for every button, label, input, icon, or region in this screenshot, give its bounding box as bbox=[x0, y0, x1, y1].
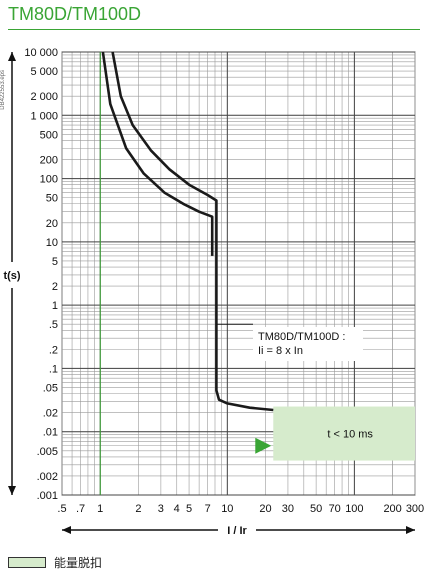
arrow-right-icon bbox=[406, 526, 415, 534]
x-tick-label: 3 bbox=[158, 503, 164, 515]
y-tick-label: .02 bbox=[43, 408, 58, 420]
y-tick-label: 50 bbox=[46, 193, 58, 205]
y-tick-label: 10 bbox=[46, 237, 58, 249]
x-tick-label: .5 bbox=[57, 503, 66, 515]
x-tick-label: 30 bbox=[282, 503, 294, 515]
x-tick-label: 4 bbox=[174, 503, 180, 515]
x-tick-label: 10 bbox=[221, 503, 233, 515]
energy-trip-region bbox=[273, 406, 415, 461]
y-tick-label: .01 bbox=[43, 427, 58, 439]
y-tick-label: 20 bbox=[46, 218, 58, 230]
y-tick-label: 500 bbox=[40, 129, 58, 141]
x-tick-label: 2 bbox=[135, 503, 141, 515]
x-tick-label: 200 bbox=[383, 503, 401, 515]
y-tick-label: 1 000 bbox=[30, 110, 58, 122]
y-axis-label: t(s) bbox=[3, 270, 20, 282]
arrow-down-icon bbox=[8, 486, 16, 495]
y-tick-label: 2 000 bbox=[30, 91, 58, 103]
x-tick-label: 70 bbox=[329, 503, 341, 515]
x-tick-label: .7 bbox=[76, 503, 85, 515]
trip-curve-1 bbox=[101, 51, 214, 256]
y-tick-label: .002 bbox=[37, 471, 58, 483]
title-underline bbox=[8, 29, 420, 30]
y-tick-label: .05 bbox=[43, 382, 58, 394]
region-arrow-icon bbox=[255, 437, 272, 454]
annotation-box bbox=[253, 327, 363, 361]
x-tick-label: 7 bbox=[205, 503, 211, 515]
x-tick-label: 300 bbox=[406, 503, 424, 515]
x-tick-label: 1 bbox=[97, 503, 103, 515]
x-tick-label: 100 bbox=[345, 503, 363, 515]
legend-swatch bbox=[8, 556, 46, 568]
legend: 能量脱扣 bbox=[8, 555, 103, 570]
x-tick-label: 20 bbox=[259, 503, 271, 515]
y-tick-label: .1 bbox=[49, 363, 58, 375]
chart-title: TM80D/TM100D bbox=[8, 4, 142, 24]
y-tick-label: .2 bbox=[49, 344, 58, 356]
y-tick-label: 5 000 bbox=[30, 66, 58, 78]
x-tick-label: 5 bbox=[186, 503, 192, 515]
trip-curve-2 bbox=[111, 51, 274, 412]
y-tick-label: 5 bbox=[52, 256, 58, 268]
arrow-left-icon bbox=[62, 526, 71, 534]
y-tick-label: 200 bbox=[40, 155, 58, 167]
y-tick-label: .001 bbox=[37, 490, 58, 502]
annotation-line: TM80D/TM100D : bbox=[258, 331, 345, 343]
x-axis-label: I / Ir bbox=[227, 525, 247, 537]
arrow-up-icon bbox=[8, 52, 16, 61]
annotation-line: Ii = 8 x In bbox=[258, 345, 303, 357]
y-tick-label: .5 bbox=[49, 319, 58, 331]
trip-curve-chart: t < 10 ms TM80D/TM100D : Ii = 8 x In 10 000… bbox=[3, 47, 424, 537]
region-label: t < 10 ms bbox=[327, 429, 373, 441]
y-tick-label: 1 bbox=[52, 300, 58, 312]
y-tick-label: 2 bbox=[52, 281, 58, 293]
y-tick-label: .005 bbox=[37, 446, 58, 458]
y-tick-label: 10 000 bbox=[24, 47, 58, 59]
y-tick-label: 100 bbox=[40, 174, 58, 186]
x-tick-label: 50 bbox=[310, 503, 322, 515]
legend-label: 能量脱扣 bbox=[54, 555, 103, 570]
